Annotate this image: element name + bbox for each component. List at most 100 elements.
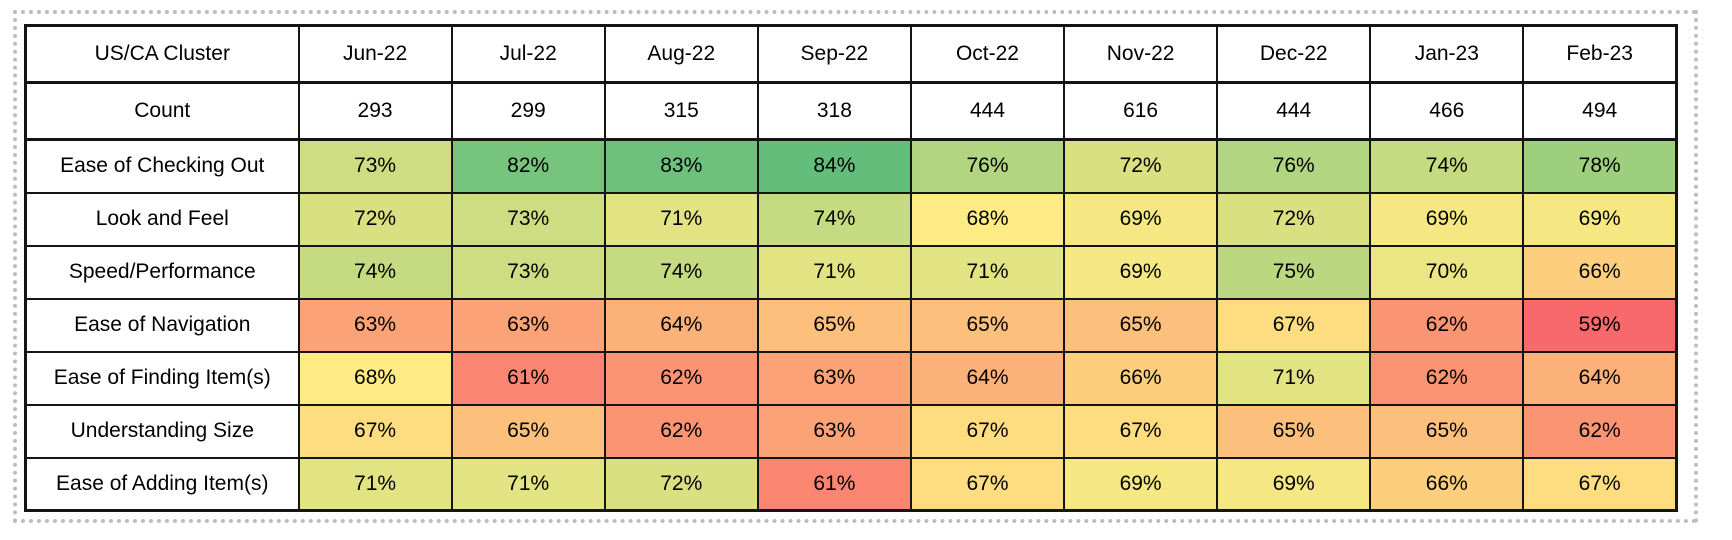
- heatmap-cell[interactable]: 84%: [756, 138, 912, 194]
- heatmap-cell[interactable]: 67%: [297, 403, 453, 459]
- heatmap-cell[interactable]: 66%: [1063, 350, 1219, 406]
- heatmap-cell[interactable]: 65%: [909, 297, 1066, 353]
- heatmap-cell[interactable]: 59%: [1522, 297, 1678, 353]
- usca-cluster-heatmap-table: US/CA Cluster Jun-22 Jul-22 Aug-22 Sep-22 Oct…: [24, 24, 1678, 512]
- heatmap-cell[interactable]: 68%: [297, 350, 453, 406]
- count-row-label[interactable]: Count: [24, 81, 300, 141]
- count-cell[interactable]: 299: [450, 81, 606, 141]
- heatmap-cell[interactable]: 67%: [1063, 403, 1219, 459]
- count-cell[interactable]: 444: [909, 81, 1066, 141]
- heatmap-cell[interactable]: 65%: [1063, 297, 1219, 353]
- heatmap-cell[interactable]: 78%: [1522, 138, 1678, 194]
- heatmap-cell[interactable]: 69%: [1063, 456, 1219, 512]
- heatmap-cell[interactable]: 74%: [756, 191, 912, 247]
- metric-row: Ease of Navigation 63% 63% 64% 65% 65% 65% 67% 6…: [24, 297, 1678, 353]
- metric-row: Ease of Checking Out 73% 82% 83% 84% 76% 72% 76…: [24, 138, 1678, 194]
- heatmap-cell[interactable]: 70%: [1369, 244, 1525, 300]
- heatmap-cell[interactable]: 63%: [450, 297, 606, 353]
- heatmap-cell[interactable]: 72%: [1063, 138, 1219, 194]
- heatmap-cell[interactable]: 83%: [603, 138, 759, 194]
- heatmap-cell[interactable]: 72%: [297, 191, 453, 247]
- count-cell[interactable]: 293: [297, 81, 453, 141]
- heatmap-cell[interactable]: 69%: [1216, 456, 1372, 512]
- column-header-cell[interactable]: Jun-22: [297, 24, 453, 84]
- heatmap-cell[interactable]: 68%: [909, 191, 1066, 247]
- heatmap-cell[interactable]: 71%: [909, 244, 1066, 300]
- heatmap-cell[interactable]: 62%: [603, 350, 759, 406]
- count-cell[interactable]: 318: [756, 81, 912, 141]
- heatmap-cell[interactable]: 73%: [450, 244, 606, 300]
- heatmap-cell[interactable]: 74%: [1369, 138, 1525, 194]
- heatmap-cell[interactable]: 71%: [297, 456, 453, 512]
- column-header-cell[interactable]: Dec-22: [1216, 24, 1372, 84]
- corner-header-cell[interactable]: US/CA Cluster: [24, 24, 300, 84]
- heatmap-cell[interactable]: 62%: [1522, 403, 1678, 459]
- heatmap-cell[interactable]: 72%: [1216, 191, 1372, 247]
- heatmap-cell[interactable]: 66%: [1522, 244, 1678, 300]
- heatmap-cell[interactable]: 62%: [1369, 350, 1525, 406]
- column-header-cell[interactable]: Nov-22: [1063, 24, 1219, 84]
- heatmap-cell[interactable]: 61%: [756, 456, 912, 512]
- heatmap-cell[interactable]: 67%: [909, 456, 1066, 512]
- metric-row-label[interactable]: Speed/Performance: [24, 244, 300, 300]
- heatmap-cell[interactable]: 73%: [297, 138, 453, 194]
- metric-row: Ease of Adding Item(s) 71% 71% 72% 61% 67% 69%…: [24, 456, 1678, 512]
- heatmap-cell[interactable]: 62%: [603, 403, 759, 459]
- column-header-cell[interactable]: Jul-22: [450, 24, 606, 84]
- heatmap-cell[interactable]: 69%: [1369, 191, 1525, 247]
- heatmap-cell[interactable]: 64%: [909, 350, 1066, 406]
- count-cell[interactable]: 466: [1369, 81, 1525, 141]
- count-cell[interactable]: 616: [1063, 81, 1219, 141]
- metric-row: Look and Feel 72% 73% 71% 74% 68% 69% 72% 69% 69%: [24, 191, 1678, 247]
- count-cell[interactable]: 444: [1216, 81, 1372, 141]
- heatmap-cell[interactable]: 75%: [1216, 244, 1372, 300]
- heatmap-cell[interactable]: 63%: [756, 403, 912, 459]
- count-cell[interactable]: 494: [1522, 81, 1678, 141]
- heatmap-cell[interactable]: 67%: [1522, 456, 1678, 512]
- column-header-cell[interactable]: Oct-22: [909, 24, 1066, 84]
- metric-row-label[interactable]: Understanding Size: [24, 403, 300, 459]
- heatmap-cell[interactable]: 71%: [756, 244, 912, 300]
- heatmap-cell[interactable]: 65%: [756, 297, 912, 353]
- column-header-cell[interactable]: Aug-22: [603, 24, 759, 84]
- heatmap-cell[interactable]: 65%: [450, 403, 606, 459]
- heatmap-cell[interactable]: 76%: [1216, 138, 1372, 194]
- heatmap-cell[interactable]: 64%: [603, 297, 759, 353]
- heatmap-cell[interactable]: 67%: [1216, 297, 1372, 353]
- count-cell[interactable]: 315: [603, 81, 759, 141]
- metric-row-label[interactable]: Look and Feel: [24, 191, 300, 247]
- heatmap-cell[interactable]: 64%: [1522, 350, 1678, 406]
- heatmap-cell[interactable]: 69%: [1522, 191, 1678, 247]
- heatmap-cell[interactable]: 71%: [450, 456, 606, 512]
- heatmap-cell[interactable]: 61%: [450, 350, 606, 406]
- heatmap-cell[interactable]: 76%: [909, 138, 1066, 194]
- header-row: US/CA Cluster Jun-22 Jul-22 Aug-22 Sep-22 Oct…: [24, 24, 1678, 84]
- heatmap-cell[interactable]: 67%: [909, 403, 1066, 459]
- column-header-cell[interactable]: Jan-23: [1369, 24, 1525, 84]
- metric-row: Understanding Size 67% 65% 62% 63% 67% 67% 65% 6…: [24, 403, 1678, 459]
- heatmap-cell[interactable]: 66%: [1369, 456, 1525, 512]
- column-header-cell[interactable]: Feb-23: [1522, 24, 1678, 84]
- dotted-selection-frame: US/CA Cluster Jun-22 Jul-22 Aug-22 Sep-22 Oct…: [13, 10, 1698, 523]
- heatmap-cell[interactable]: 72%: [603, 456, 759, 512]
- heatmap-cell[interactable]: 63%: [297, 297, 453, 353]
- metric-row: Ease of Finding Item(s) 68% 61% 62% 63% 64% 66…: [24, 350, 1678, 406]
- column-header-cell[interactable]: Sep-22: [756, 24, 912, 84]
- heatmap-cell[interactable]: 71%: [1216, 350, 1372, 406]
- heatmap-cell[interactable]: 63%: [756, 350, 912, 406]
- metric-row-label[interactable]: Ease of Navigation: [24, 297, 300, 353]
- heatmap-cell[interactable]: 71%: [603, 191, 759, 247]
- count-row: Count 293 299 315 318 444 616 444 466 494: [24, 81, 1678, 141]
- heatmap-cell[interactable]: 62%: [1369, 297, 1525, 353]
- metric-row-label[interactable]: Ease of Finding Item(s): [24, 350, 300, 406]
- heatmap-cell[interactable]: 69%: [1063, 191, 1219, 247]
- heatmap-cell[interactable]: 82%: [450, 138, 606, 194]
- metric-row-label[interactable]: Ease of Adding Item(s): [24, 456, 300, 512]
- metric-row-label[interactable]: Ease of Checking Out: [24, 138, 300, 194]
- heatmap-cell[interactable]: 73%: [450, 191, 606, 247]
- heatmap-cell[interactable]: 74%: [603, 244, 759, 300]
- heatmap-cell[interactable]: 65%: [1216, 403, 1372, 459]
- heatmap-cell[interactable]: 69%: [1063, 244, 1219, 300]
- heatmap-cell[interactable]: 65%: [1369, 403, 1525, 459]
- heatmap-cell[interactable]: 74%: [297, 244, 453, 300]
